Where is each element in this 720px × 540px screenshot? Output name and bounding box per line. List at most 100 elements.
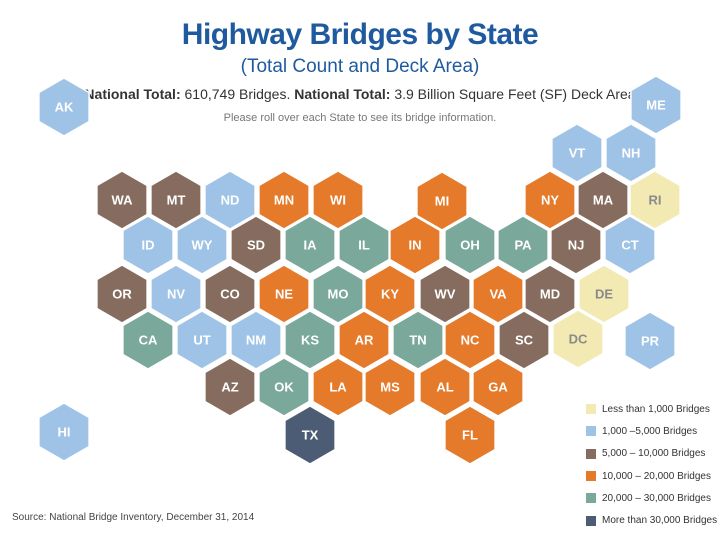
state-tile-md[interactable]: MD bbox=[524, 264, 576, 324]
state-tile-ne[interactable]: NE bbox=[258, 264, 310, 324]
state-hex-ar[interactable] bbox=[338, 310, 390, 370]
state-hex-oh[interactable] bbox=[444, 215, 496, 275]
state-hex-pa[interactable] bbox=[497, 215, 549, 275]
state-tile-ca[interactable]: CA bbox=[122, 310, 174, 370]
state-hex-ma[interactable] bbox=[577, 170, 629, 230]
state-tile-wi[interactable]: WI bbox=[312, 170, 364, 230]
state-hex-nm[interactable] bbox=[230, 310, 282, 370]
state-tile-mt[interactable]: MT bbox=[150, 170, 202, 230]
state-hex-vt[interactable] bbox=[551, 123, 603, 183]
state-tile-ks[interactable]: KS bbox=[284, 310, 336, 370]
state-hex-mo[interactable] bbox=[312, 264, 364, 324]
state-tile-id[interactable]: ID bbox=[122, 215, 174, 275]
state-hex-nv[interactable] bbox=[150, 264, 202, 324]
state-tile-ok[interactable]: OK bbox=[258, 357, 310, 417]
state-hex-me[interactable] bbox=[630, 75, 682, 135]
state-tile-in[interactable]: IN bbox=[389, 215, 441, 275]
state-hex-de[interactable] bbox=[578, 264, 630, 324]
state-hex-dc[interactable] bbox=[552, 309, 604, 369]
state-hex-or[interactable] bbox=[96, 264, 148, 324]
state-tile-ky[interactable]: KY bbox=[364, 264, 416, 324]
state-tile-va[interactable]: VA bbox=[472, 264, 524, 324]
state-tile-or[interactable]: OR bbox=[96, 264, 148, 324]
state-tile-tx[interactable]: TX bbox=[284, 405, 336, 465]
state-hex-ut[interactable] bbox=[176, 310, 228, 370]
state-tile-ny[interactable]: NY bbox=[524, 170, 576, 230]
state-hex-va[interactable] bbox=[472, 264, 524, 324]
state-hex-al[interactable] bbox=[419, 357, 471, 417]
state-hex-mi[interactable] bbox=[416, 171, 468, 231]
state-tile-tn[interactable]: TN bbox=[392, 310, 444, 370]
state-tile-ia[interactable]: IA bbox=[284, 215, 336, 275]
state-tile-wv[interactable]: WV bbox=[419, 264, 471, 324]
state-hex-wy[interactable] bbox=[176, 215, 228, 275]
state-hex-id[interactable] bbox=[122, 215, 174, 275]
state-hex-mt[interactable] bbox=[150, 170, 202, 230]
state-hex-tn[interactable] bbox=[392, 310, 444, 370]
state-hex-ms[interactable] bbox=[364, 357, 416, 417]
state-hex-il[interactable] bbox=[338, 215, 390, 275]
state-hex-nc[interactable] bbox=[444, 310, 496, 370]
state-hex-ky[interactable] bbox=[364, 264, 416, 324]
state-tile-vt[interactable]: VT bbox=[551, 123, 603, 183]
state-hex-in[interactable] bbox=[389, 215, 441, 275]
state-tile-mo[interactable]: MO bbox=[312, 264, 364, 324]
state-hex-ga[interactable] bbox=[472, 357, 524, 417]
state-hex-ca[interactable] bbox=[122, 310, 174, 370]
state-hex-la[interactable] bbox=[312, 357, 364, 417]
state-tile-me[interactable]: ME bbox=[630, 75, 682, 135]
state-tile-nh[interactable]: NH bbox=[605, 123, 657, 183]
state-hex-sd[interactable] bbox=[230, 215, 282, 275]
state-hex-ak[interactable] bbox=[38, 77, 90, 137]
state-hex-wv[interactable] bbox=[419, 264, 471, 324]
state-tile-wy[interactable]: WY bbox=[176, 215, 228, 275]
state-hex-ri[interactable] bbox=[629, 170, 681, 230]
state-hex-nj[interactable] bbox=[550, 215, 602, 275]
state-hex-ny[interactable] bbox=[524, 170, 576, 230]
state-tile-mi[interactable]: MI bbox=[416, 171, 468, 231]
state-tile-az[interactable]: AZ bbox=[204, 357, 256, 417]
state-tile-wa[interactable]: WA bbox=[96, 170, 148, 230]
state-tile-sd[interactable]: SD bbox=[230, 215, 282, 275]
state-hex-nh[interactable] bbox=[605, 123, 657, 183]
state-hex-sc[interactable] bbox=[498, 310, 550, 370]
state-tile-co[interactable]: CO bbox=[204, 264, 256, 324]
state-tile-mn[interactable]: MN bbox=[258, 170, 310, 230]
state-hex-fl[interactable] bbox=[444, 405, 496, 465]
state-tile-ar[interactable]: AR bbox=[338, 310, 390, 370]
state-tile-de[interactable]: DE bbox=[578, 264, 630, 324]
state-tile-nj[interactable]: NJ bbox=[550, 215, 602, 275]
state-hex-ks[interactable] bbox=[284, 310, 336, 370]
state-hex-wi[interactable] bbox=[312, 170, 364, 230]
state-tile-oh[interactable]: OH bbox=[444, 215, 496, 275]
state-hex-co[interactable] bbox=[204, 264, 256, 324]
state-hex-ne[interactable] bbox=[258, 264, 310, 324]
state-hex-tx[interactable] bbox=[284, 405, 336, 465]
state-hex-hi[interactable] bbox=[38, 402, 90, 462]
state-tile-sc[interactable]: SC bbox=[498, 310, 550, 370]
state-hex-pr[interactable] bbox=[624, 311, 676, 371]
state-tile-al[interactable]: AL bbox=[419, 357, 471, 417]
state-hex-nd[interactable] bbox=[204, 170, 256, 230]
state-tile-nv[interactable]: NV bbox=[150, 264, 202, 324]
state-tile-ga[interactable]: GA bbox=[472, 357, 524, 417]
state-tile-ri[interactable]: RI bbox=[629, 170, 681, 230]
state-tile-nm[interactable]: NM bbox=[230, 310, 282, 370]
state-tile-pa[interactable]: PA bbox=[497, 215, 549, 275]
state-tile-hi[interactable]: HI bbox=[38, 402, 90, 462]
state-tile-ct[interactable]: CT bbox=[604, 215, 656, 275]
state-tile-ms[interactable]: MS bbox=[364, 357, 416, 417]
state-hex-wa[interactable] bbox=[96, 170, 148, 230]
state-hex-md[interactable] bbox=[524, 264, 576, 324]
state-tile-nd[interactable]: ND bbox=[204, 170, 256, 230]
state-tile-la[interactable]: LA bbox=[312, 357, 364, 417]
state-tile-nc[interactable]: NC bbox=[444, 310, 496, 370]
state-tile-dc[interactable]: DC bbox=[552, 309, 604, 369]
state-hex-az[interactable] bbox=[204, 357, 256, 417]
state-hex-mn[interactable] bbox=[258, 170, 310, 230]
state-tile-pr[interactable]: PR bbox=[624, 311, 676, 371]
state-tile-fl[interactable]: FL bbox=[444, 405, 496, 465]
state-tile-ak[interactable]: AK bbox=[38, 77, 90, 137]
state-tile-ma[interactable]: MA bbox=[577, 170, 629, 230]
state-hex-ok[interactable] bbox=[258, 357, 310, 417]
